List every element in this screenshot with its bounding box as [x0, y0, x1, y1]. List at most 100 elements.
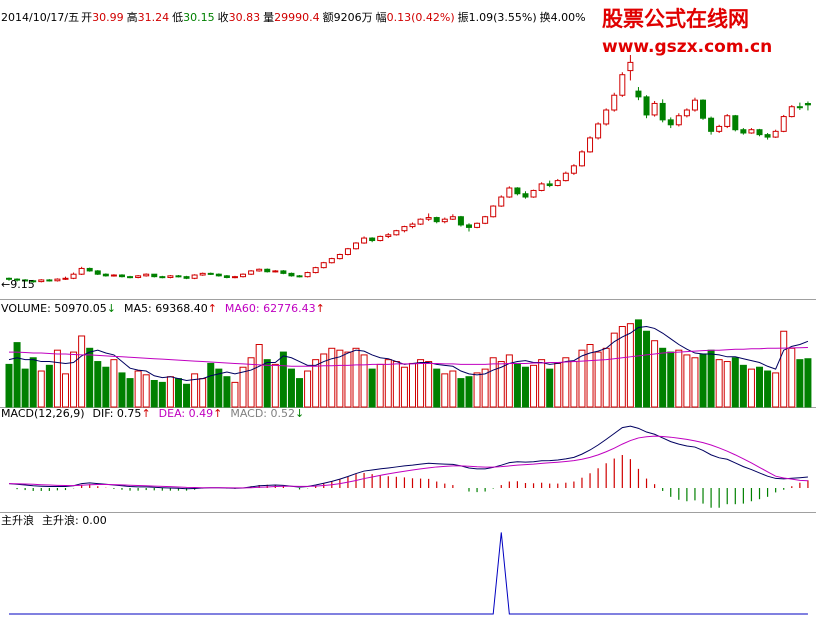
- volume-bar: [279, 351, 287, 408]
- quote-label: 低: [172, 11, 183, 24]
- volume-bar: [683, 354, 691, 408]
- legend-text: MA60: 62776.43: [225, 302, 316, 315]
- candle-body: [570, 165, 577, 174]
- candle-body: [643, 96, 650, 116]
- candle-body: [6, 277, 12, 280]
- indicator-line: [9, 347, 808, 367]
- candle-body: [191, 274, 198, 279]
- candle-body: [635, 90, 642, 98]
- volume-bar: [239, 366, 247, 408]
- candle-body: [691, 99, 698, 111]
- watermark-title: 股票公式在线网: [602, 7, 749, 31]
- candle-body: [465, 224, 472, 228]
- quote-value: 30.99: [92, 11, 124, 24]
- volume-bar: [626, 323, 634, 408]
- volume-bar: [5, 363, 13, 408]
- volume-bar: [723, 361, 731, 408]
- candle-body: [772, 130, 779, 138]
- candle-body: [675, 115, 682, 126]
- candle-body: [441, 218, 448, 223]
- volume-bar: [29, 357, 37, 408]
- candle-body: [328, 258, 335, 264]
- candle-body: [175, 275, 182, 278]
- candle-body: [207, 272, 214, 275]
- volume-bar: [473, 372, 481, 408]
- candle-body: [62, 277, 69, 280]
- quote-label: 幅: [376, 11, 387, 24]
- candle-body: [716, 125, 723, 132]
- candle-body: [433, 217, 440, 223]
- volume-bar: [336, 349, 344, 408]
- low-marker-arrow: ←: [1, 278, 10, 291]
- legend-arrow: ↑: [208, 302, 217, 315]
- volume-bar: [465, 376, 473, 408]
- legend-text: VOLUME: 50970.05: [1, 302, 107, 315]
- candle-body: [167, 275, 174, 278]
- volume-bar: [731, 357, 739, 408]
- candle-body: [756, 129, 763, 136]
- quote-value: 30.15: [183, 11, 215, 24]
- legend-text: MACD(12,26,9): [1, 407, 85, 420]
- candle-body: [788, 106, 795, 118]
- volume-bar: [691, 357, 699, 408]
- volume-bar: [441, 373, 449, 408]
- volume-bar: [699, 353, 707, 408]
- volume-bar: [538, 359, 546, 408]
- candle-body: [127, 276, 134, 279]
- candle-body: [425, 217, 432, 220]
- volume-bar: [166, 376, 174, 408]
- volume-bar: [804, 358, 812, 408]
- volume-bar: [392, 361, 400, 408]
- legend-arrow: ↑: [141, 407, 150, 420]
- quote-label: 振: [458, 10, 469, 24]
- volume-bar: [546, 368, 554, 408]
- volume-bar: [457, 378, 465, 408]
- volume-bar: [263, 359, 271, 408]
- volume-bar: [764, 370, 772, 408]
- candle-body: [30, 280, 37, 283]
- volume-bar: [126, 378, 134, 408]
- indicator-line: [8, 435, 808, 489]
- candle-body: [482, 216, 489, 224]
- candle-body: [264, 268, 271, 273]
- quote-value: 4.00%: [551, 11, 586, 24]
- volume-bar: [788, 347, 796, 408]
- candle-body: [256, 268, 263, 272]
- candle-body: [344, 248, 351, 255]
- quote-value: 1.09(3.55%): [469, 11, 537, 24]
- volume-bar: [118, 372, 126, 408]
- volume-bar: [328, 347, 336, 408]
- volume-bar: [384, 359, 392, 408]
- volume-bar: [489, 357, 497, 408]
- volume-bar: [70, 351, 78, 408]
- candle-body: [724, 115, 731, 127]
- volume-bar: [142, 374, 150, 408]
- volume-bar: [715, 359, 723, 408]
- candle-body: [732, 115, 739, 131]
- candle-body: [708, 117, 715, 132]
- candle-body: [538, 183, 545, 191]
- candle-body: [135, 275, 142, 278]
- volume-bar: [570, 361, 578, 408]
- volume-bar: [215, 368, 223, 408]
- volume-bar: [796, 359, 804, 408]
- volume-bar: [376, 363, 384, 408]
- candle-body: [312, 267, 319, 274]
- candle-body: [14, 278, 21, 281]
- candle-body: [498, 196, 505, 207]
- quote-value: 0.13(0.42%): [387, 11, 455, 24]
- volume-bar: [610, 332, 618, 408]
- legend-text: MA5: 69368.40: [124, 302, 208, 315]
- volume-bar: [174, 378, 182, 408]
- volume-bar: [643, 330, 651, 408]
- candle-body: [320, 262, 327, 269]
- legend-text: DEA: 0.49: [159, 407, 213, 420]
- watermark-url: www.gszx.com.cn: [602, 37, 772, 57]
- candle-body: [748, 129, 755, 134]
- candle-body: [159, 276, 166, 279]
- candle-body: [740, 129, 747, 134]
- candle-body: [86, 267, 93, 272]
- candle-body: [546, 183, 553, 187]
- volume-bar: [37, 370, 45, 408]
- volume-bar: [497, 361, 505, 408]
